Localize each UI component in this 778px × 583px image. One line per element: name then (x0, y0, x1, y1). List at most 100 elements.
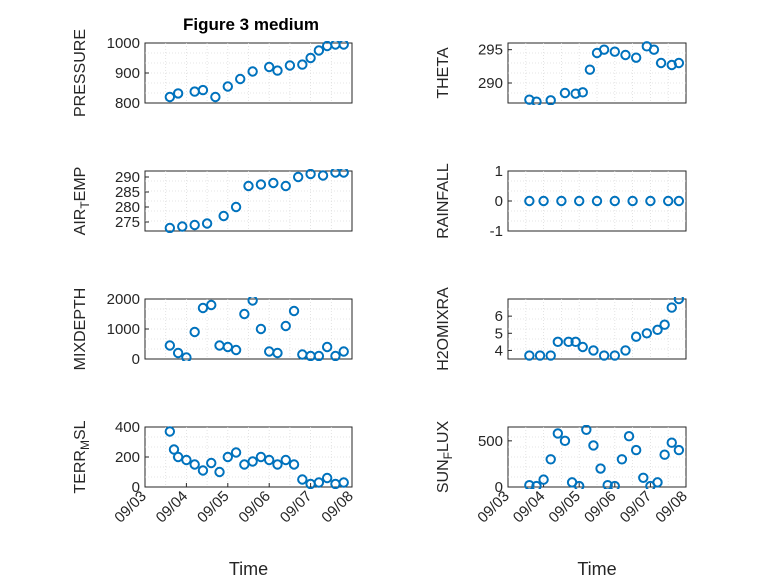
data-point (524, 195, 535, 207)
data-point (280, 180, 291, 192)
x-tick-label: 09/08 (318, 488, 357, 527)
data-point (230, 201, 242, 213)
data-point (559, 435, 571, 447)
y-tick-label: 400 (115, 419, 140, 436)
subplot-4: -1 0 1 RAINFALL (435, 163, 687, 240)
data-point (230, 344, 242, 356)
data-point (630, 52, 642, 63)
data-point (172, 347, 184, 359)
data-point (168, 444, 180, 455)
data-point (247, 297, 258, 306)
y-tick-label: 6 (495, 308, 503, 325)
x-tick-label: 09/03 (111, 488, 150, 527)
series-markers (524, 297, 685, 361)
data-point (197, 465, 209, 476)
series-markers (524, 195, 685, 207)
x-tick-label: 09/05 (545, 488, 584, 527)
data-point (570, 336, 581, 348)
data-point (638, 472, 649, 483)
y-tick-label: 0 (495, 193, 503, 210)
data-point (623, 431, 635, 442)
series-markers (164, 297, 349, 361)
data-point (595, 463, 606, 474)
data-point (321, 472, 333, 484)
data-point (545, 95, 556, 105)
data-point (338, 477, 349, 488)
data-point (222, 451, 234, 463)
y-axis-label: THETA (435, 47, 452, 99)
y-tick-label: 900 (115, 65, 140, 82)
y-tick-label: -1 (490, 223, 503, 240)
subplot-1: 800 900 1000 PRESSURE (72, 29, 353, 117)
data-point (164, 222, 176, 233)
data-point (552, 428, 564, 439)
data-point (630, 444, 642, 456)
y-tick-label: 285 (115, 184, 140, 201)
data-point (627, 195, 638, 207)
data-point (235, 73, 246, 85)
y-tick-label: 5 (495, 325, 503, 342)
data-point (584, 64, 596, 75)
data-point (280, 320, 291, 332)
y-tick-label: 800 (115, 95, 140, 112)
data-point (559, 87, 571, 99)
data-point (321, 341, 333, 353)
subplot-2: 290 295 THETA (435, 41, 687, 105)
data-point (652, 477, 663, 488)
y-tick-label: 0 (495, 479, 503, 496)
series-markers (164, 41, 349, 103)
data-point (206, 299, 217, 311)
data-point (288, 459, 300, 470)
data-point (673, 297, 685, 305)
data-point (230, 447, 242, 458)
data-point (641, 328, 653, 339)
data-point (206, 457, 217, 469)
x-tick-label: 09/04 (153, 488, 192, 527)
data-point (663, 195, 674, 207)
data-point (609, 350, 620, 361)
data-point (598, 44, 610, 55)
data-point (556, 195, 567, 207)
data-point (338, 346, 349, 357)
data-point (524, 350, 535, 361)
data-point (577, 87, 588, 98)
data-point (177, 221, 188, 232)
y-tick-label: 275 (115, 214, 140, 231)
data-point (272, 347, 283, 359)
data-point (218, 210, 229, 222)
data-point (666, 437, 677, 448)
data-point (280, 454, 291, 466)
data-point (201, 218, 213, 229)
data-point (317, 170, 329, 181)
y-tick-label: 1000 (107, 321, 140, 338)
data-point (268, 177, 279, 189)
data-point (655, 57, 667, 69)
data-point (673, 195, 685, 207)
y-axis-label: SUNFLUX (435, 421, 455, 494)
data-point (189, 326, 200, 338)
data-point (197, 84, 209, 96)
data-point (210, 91, 221, 103)
data-point (338, 169, 349, 178)
data-point (330, 350, 341, 361)
data-point (609, 46, 620, 57)
data-point (552, 336, 564, 348)
data-point (284, 60, 296, 71)
data-point (591, 195, 603, 207)
data-point (272, 459, 283, 470)
y-tick-label: 1000 (107, 35, 140, 52)
data-point (255, 179, 267, 190)
data-point (673, 57, 685, 69)
data-point (531, 480, 542, 489)
data-point (247, 66, 258, 77)
x-tick-label: 09/08 (652, 488, 691, 527)
x-tick-label: 09/04 (510, 488, 549, 527)
data-point (189, 219, 200, 231)
y-tick-label: 0 (132, 351, 140, 368)
data-point (313, 350, 325, 361)
series-markers (164, 426, 349, 489)
series-markers (524, 41, 685, 105)
y-axis-label: RAINFALL (435, 163, 452, 239)
